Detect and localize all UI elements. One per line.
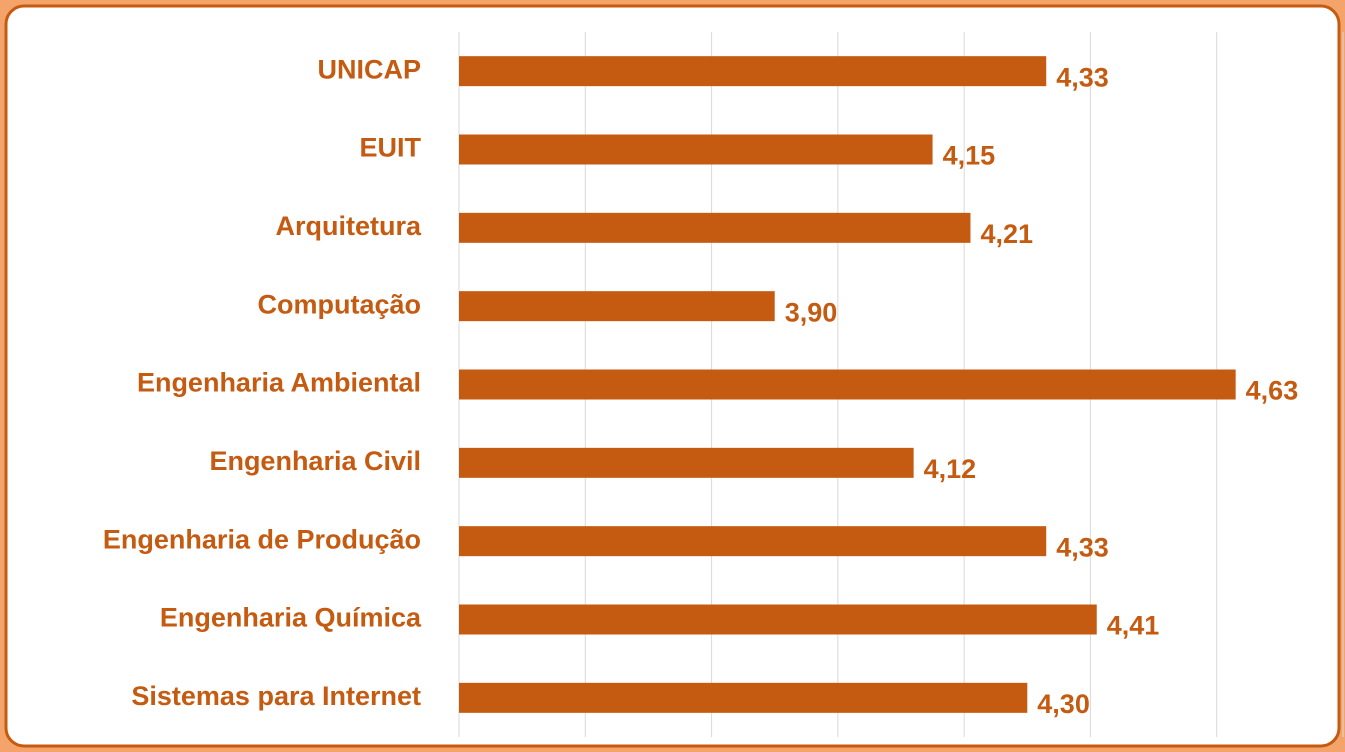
category-label: Sistemas para Internet	[131, 681, 421, 711]
bar	[459, 447, 914, 478]
value-label: 4,33	[1056, 62, 1109, 92]
bar	[459, 682, 1028, 713]
bar	[459, 291, 775, 322]
category-label: Engenharia Química	[160, 603, 422, 633]
category-label: Engenharia de Produção	[103, 524, 421, 554]
value-label: 4,33	[1056, 532, 1109, 562]
value-label: 4,15	[943, 141, 996, 171]
value-label: 4,12	[924, 454, 977, 484]
value-label: 4,30	[1037, 689, 1090, 719]
value-label: 4,41	[1107, 611, 1160, 641]
bar	[459, 134, 933, 165]
bar	[459, 56, 1047, 87]
bar	[459, 212, 971, 243]
value-label: 4,63	[1246, 376, 1299, 406]
category-label: Arquitetura	[275, 211, 421, 241]
category-label: UNICAP	[317, 54, 421, 84]
category-label: Engenharia Ambiental	[137, 368, 421, 398]
bar	[459, 526, 1047, 557]
value-label: 3,90	[785, 297, 838, 327]
value-label: 4,21	[980, 219, 1033, 249]
bar	[459, 604, 1097, 635]
bar	[459, 369, 1236, 400]
category-label: Computação	[257, 289, 421, 319]
category-label: Engenharia Civil	[209, 446, 421, 476]
category-label: EUIT	[359, 133, 421, 163]
